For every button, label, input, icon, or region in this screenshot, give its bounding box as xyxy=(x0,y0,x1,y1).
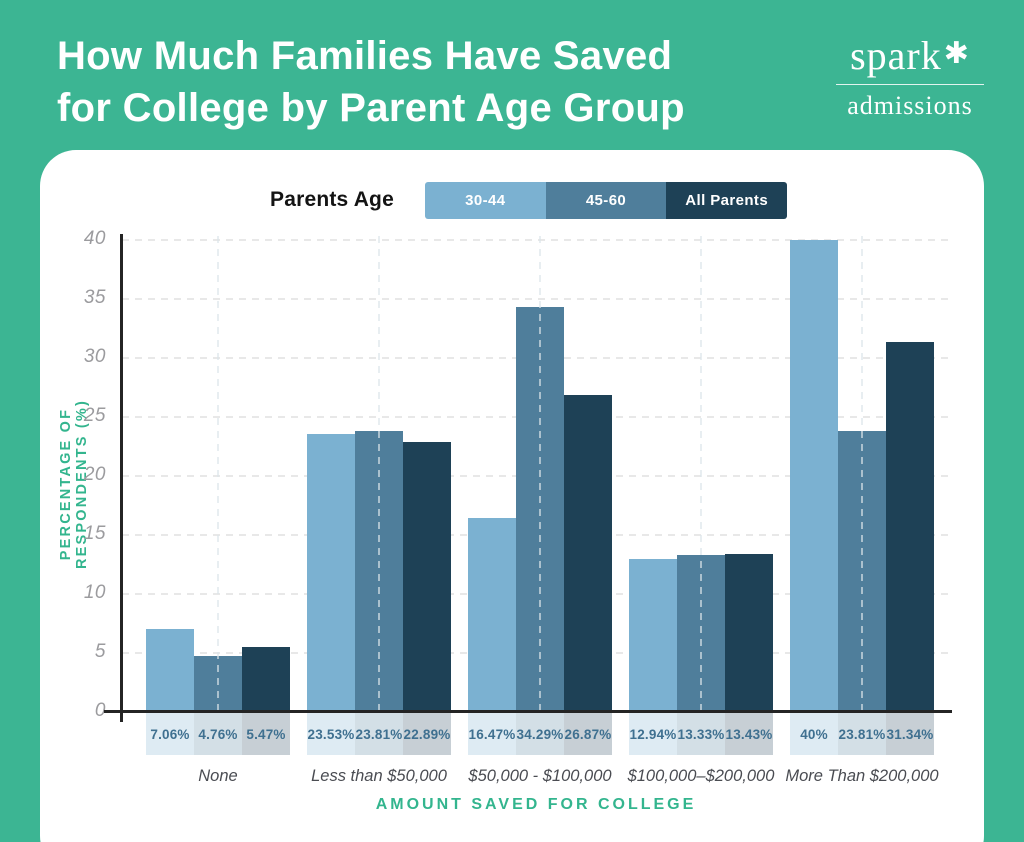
value-label: 26.87% xyxy=(564,713,612,755)
logo-divider xyxy=(836,84,984,85)
legend-item-30-44: 30-44 xyxy=(425,182,546,219)
value-label-strip: 12.94% 13.33% 13.43% xyxy=(629,713,773,755)
value-label: 34.29% xyxy=(516,713,564,755)
category-label: Less than $50,000 xyxy=(311,767,447,785)
page-title: How Much Families Have Saved for College… xyxy=(57,30,685,134)
category-label: $50,000 - $100,000 xyxy=(468,767,612,785)
star-icon: ✱ xyxy=(943,37,970,70)
gridline-vertical xyxy=(378,236,380,712)
bar-group xyxy=(790,240,934,712)
legend-title: Parents Age xyxy=(270,188,394,211)
bar-chart: PERCENTAGE OF RESPONDENTS (%) AMOUNT SAV… xyxy=(40,150,984,842)
value-label-strip: 40% 23.81% 31.34% xyxy=(790,713,934,755)
category-label: $100,000–$200,000 xyxy=(627,767,775,785)
category-label: More Than $200,000 xyxy=(785,767,939,785)
y-tick-label: 25 xyxy=(83,405,106,426)
value-label: 5.47% xyxy=(242,713,290,755)
value-label: 7.06% xyxy=(146,713,194,755)
value-label: 4.76% xyxy=(194,713,242,755)
y-axis-line xyxy=(120,234,123,722)
value-label: 40% xyxy=(790,713,838,755)
x-axis-line xyxy=(104,710,952,713)
bar-30-44 xyxy=(146,628,194,712)
y-tick-label: 20 xyxy=(83,464,106,485)
legend: Parents Age 30-44 45-60 All Parents xyxy=(40,182,984,220)
value-label: 23.81% xyxy=(838,713,886,755)
plot-area xyxy=(122,236,950,712)
value-label: 13.33% xyxy=(677,713,725,755)
gridline-vertical xyxy=(539,236,541,712)
gridline-vertical xyxy=(700,236,702,712)
gridline-horizontal xyxy=(122,239,950,241)
logo-brand-text: spark xyxy=(850,33,942,78)
value-label-strip: 7.06% 4.76% 5.47% xyxy=(146,713,290,755)
bar-all-parents xyxy=(403,441,451,712)
value-label: 23.81% xyxy=(355,713,403,755)
value-label: 23.53% xyxy=(307,713,355,755)
logo-tagline: admissions xyxy=(847,91,973,120)
value-label: 31.34% xyxy=(886,713,934,755)
value-label: 22.89% xyxy=(403,713,451,755)
page-title-line-1: How Much Families Have Saved xyxy=(57,34,673,78)
value-label-strip: 16.47% 34.29% 26.87% xyxy=(468,713,612,755)
value-label: 16.47% xyxy=(468,713,516,755)
y-tick-label: 15 xyxy=(83,523,106,544)
bar-all-parents xyxy=(725,553,773,712)
y-tick-label: 0 xyxy=(94,700,106,721)
bar-all-parents xyxy=(886,342,934,712)
value-label: 12.94% xyxy=(629,713,677,755)
legend-item-all-parents: All Parents xyxy=(666,182,787,219)
value-label-strip: 23.53% 23.81% 22.89% xyxy=(307,713,451,755)
bar-30-44 xyxy=(790,240,838,712)
chart-card: Parents Age 30-44 45-60 All Parents PERC… xyxy=(40,150,984,842)
y-tick-label: 40 xyxy=(83,228,106,249)
y-tick-label: 5 xyxy=(94,641,106,662)
legend-item-45-60: 45-60 xyxy=(545,182,667,219)
gridline-horizontal xyxy=(122,298,950,300)
legend-bar: 30-44 45-60 All Parents xyxy=(425,182,787,219)
bar-all-parents xyxy=(242,647,290,712)
bar-30-44 xyxy=(629,559,677,712)
category-label: None xyxy=(198,767,238,785)
gridline-vertical xyxy=(861,236,863,712)
bar-30-44 xyxy=(307,434,355,712)
y-tick-label: 35 xyxy=(83,287,106,308)
bar-30-44 xyxy=(468,517,516,712)
bar-all-parents xyxy=(564,394,612,712)
y-tick-label: 10 xyxy=(83,582,106,603)
value-label: 13.43% xyxy=(725,713,773,755)
y-tick-label: 30 xyxy=(83,346,106,367)
page-title-line-2: for College by Parent Age Group xyxy=(57,86,685,130)
logo-brand: spark✱ xyxy=(834,36,986,76)
spark-admissions-logo: spark✱ admissions xyxy=(834,36,986,121)
gridline-vertical xyxy=(217,236,219,712)
x-axis-title: AMOUNT SAVED FOR COLLEGE xyxy=(375,796,697,813)
